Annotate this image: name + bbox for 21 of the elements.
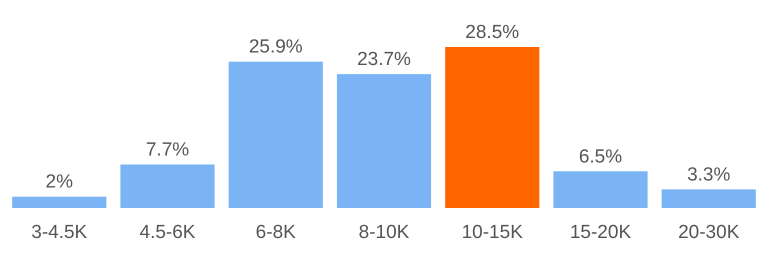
data-label: 25.9% [248, 36, 303, 58]
data-label: 23.7% [357, 49, 412, 70]
x-tick-label: 15-20K [570, 222, 632, 243]
x-tick-label: 3-4.5K [31, 222, 88, 243]
bar [445, 47, 540, 208]
data-label: 28.5% [465, 22, 520, 43]
bar [120, 164, 215, 208]
data-label: 6.5% [578, 146, 622, 168]
x-tick-label: 10-15K [462, 222, 524, 243]
x-tick-label: 6-8K [256, 222, 296, 243]
data-label: 2% [46, 172, 74, 193]
data-label: 3.3% [687, 164, 731, 186]
bar [228, 62, 323, 208]
x-tick-label: 8-10K [358, 222, 410, 243]
bar [553, 171, 648, 208]
bar [336, 74, 432, 208]
x-tick-label: 4.5-6K [140, 222, 196, 243]
x-tick-label: 20-30K [678, 222, 740, 243]
data-label: 7.7% [146, 140, 190, 160]
bar [12, 196, 106, 208]
bar [662, 189, 756, 208]
